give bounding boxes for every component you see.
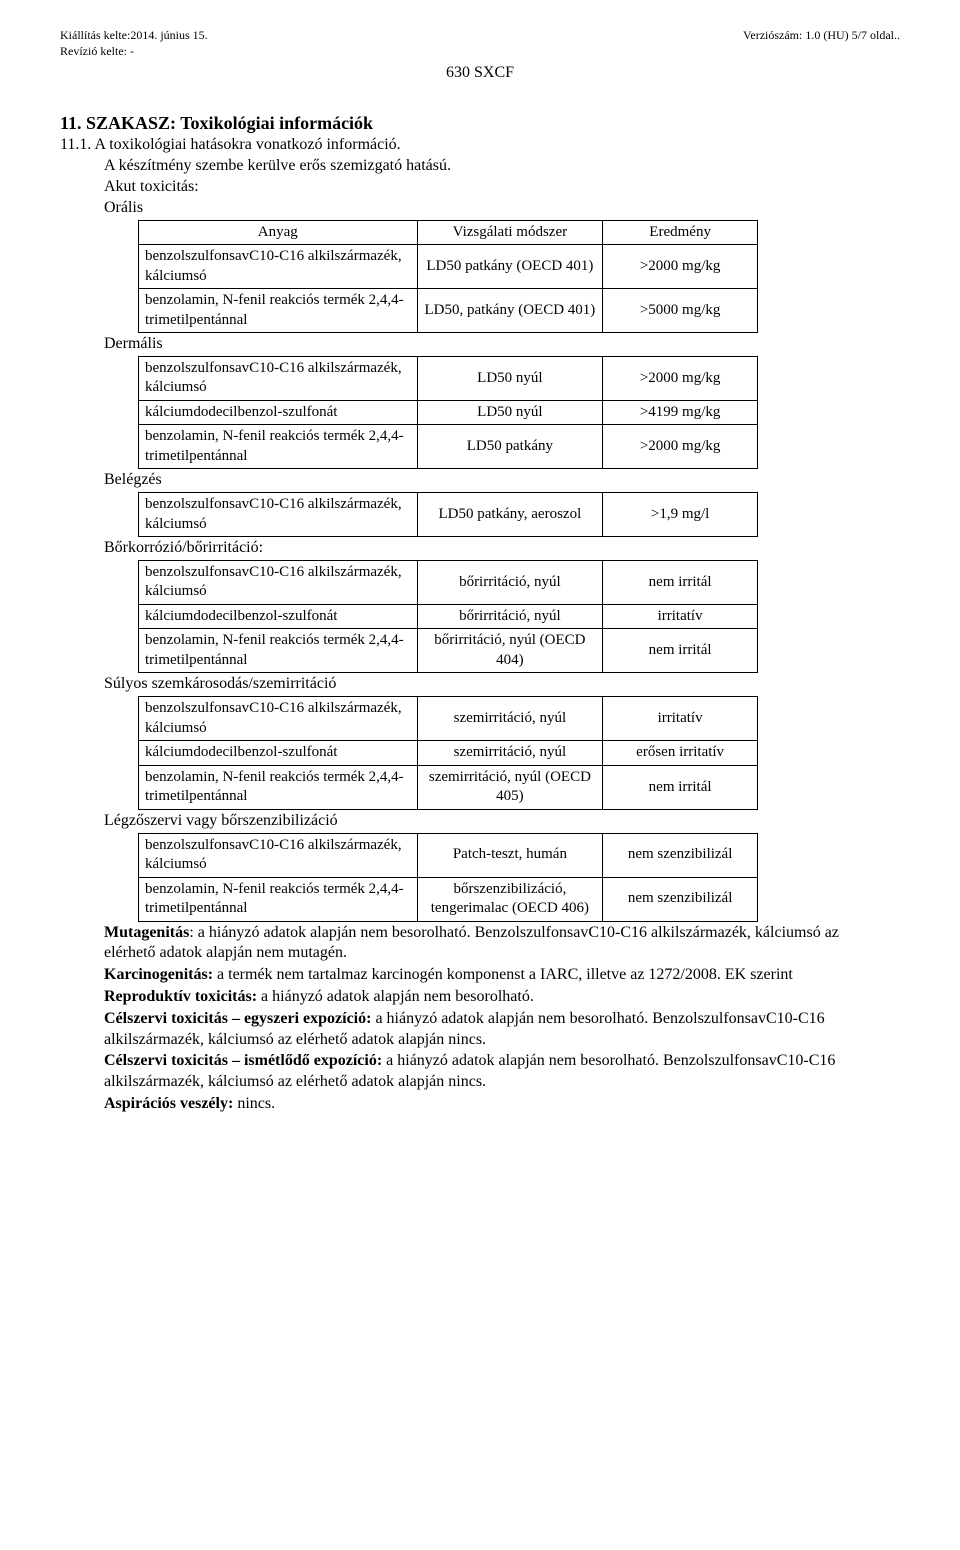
carcinogenicity-para: Karcinogenitás: a termék nem tartalmaz k… [104,965,900,986]
cell-result: >4199 mg/kg [603,400,758,425]
cell-substance: benzolamin, N-fenil reakciós termék 2,4,… [139,629,418,673]
version-label: Verziószám: 1.0 (HU) 5/7 oldal.. [743,28,900,59]
issued-date: Kiállítás kelte:2014. június 15. [60,28,208,44]
cell-method: Patch-teszt, humán [417,833,603,877]
cell-method: LD50 patkány, aeroszol [417,493,603,537]
karc-label: Karcinogenitás: [104,966,213,983]
cell-result: nem irritál [603,560,758,604]
page-header: Kiállítás kelte:2014. június 15. Revízió… [60,28,900,59]
cell-method: bőrirritáció, nyúl (OECD 404) [417,629,603,673]
cell-substance: benzolszulfonsavC10-C16 alkilszármazék, … [139,493,418,537]
akut-label: Akut toxicitás: [104,177,900,198]
cell-substance: kálciumdodecilbenzol-szulfonát [139,604,418,629]
cell-method: szemirritáció, nyúl [417,741,603,766]
cell-result: >5000 mg/kg [603,289,758,333]
table-skin: benzolszulfonsavC10-C16 alkilszármazék, … [138,560,758,674]
aspiration-para: Aspirációs veszély: nincs. [104,1094,900,1115]
muta-label: Mutagenitás [104,924,189,941]
cell-method: LD50 patkány (OECD 401) [417,245,603,289]
table-row: benzolszulfonsavC10-C16 alkilszármazék, … [139,833,758,877]
table-header-row: Anyag Vizsgálati módszer Eredmény [139,220,758,245]
cell-result: >1,9 mg/l [603,493,758,537]
table-row: benzolszulfonsavC10-C16 alkilszármazék, … [139,356,758,400]
cell-method: bőrirritáció, nyúl [417,604,603,629]
asp-text: nincs. [233,1095,275,1112]
revision-date: Revízió kelte: - [60,44,208,60]
col-method: Vizsgálati módszer [417,220,603,245]
subsection-line: 11.1. A toxikológiai hatásokra vonatkozó… [60,135,900,156]
cell-substance: benzolszulfonsavC10-C16 alkilszármazék, … [139,697,418,741]
table-row: kálciumdodecilbenzol-szulfonát bőrirritá… [139,604,758,629]
cell-substance: benzolszulfonsavC10-C16 alkilszármazék, … [139,560,418,604]
intro-text: A készítmény szembe kerülve erős szemizg… [104,156,900,177]
cell-result: irritatív [603,697,758,741]
karc-text: a termék nem tartalmaz karcinogén kompon… [213,966,793,983]
cell-method: szemirritáció, nyúl [417,697,603,741]
section-title: 11. SZAKASZ: Toxikológiai információk [60,112,900,135]
cell-method: LD50 nyúl [417,356,603,400]
cell-method: bőrszenzibilizáció, tengerimalac (OECD 4… [417,877,603,921]
cell-substance: kálciumdodecilbenzol-szulfonát [139,741,418,766]
route-skin: Bőrkorrózió/bőrirritáció: [104,538,900,559]
col-anyag: Anyag [139,220,418,245]
table-dermal: benzolszulfonsavC10-C16 alkilszármazék, … [138,356,758,470]
cell-substance: benzolamin, N-fenil reakciós termék 2,4,… [139,425,418,469]
route-eye: Súlyos szemkárosodás/szemirritáció [104,674,900,695]
table-oral: Anyag Vizsgálati módszer Eredmény benzol… [138,220,758,334]
reprotox-para: Reproduktív toxicitás: a hiányzó adatok … [104,987,900,1008]
repr-label: Reproduktív toxicitás: [104,988,257,1005]
stot-repeat-para: Célszervi toxicitás – ismétlődő expozíci… [104,1051,900,1093]
cell-result: irritatív [603,604,758,629]
repr-text: a hiányzó adatok alapján nem besorolható… [257,988,534,1005]
table-row: benzolamin, N-fenil reakciós termék 2,4,… [139,877,758,921]
cell-substance: benzolamin, N-fenil reakciós termék 2,4,… [139,765,418,809]
route-dermal: Dermális [104,334,900,355]
table-row: benzolamin, N-fenil reakciós termék 2,4,… [139,629,758,673]
cell-result: >2000 mg/kg [603,245,758,289]
table-inhale: benzolszulfonsavC10-C16 alkilszármazék, … [138,492,758,537]
stot-single-para: Célszervi toxicitás – egyszeri expozíció… [104,1009,900,1051]
cell-result: erősen irritatív [603,741,758,766]
product-name: 630 SXCF [60,63,900,84]
cell-result: nem szenzibilizál [603,833,758,877]
cell-result: >2000 mg/kg [603,425,758,469]
subsection-title: A toxikológiai hatásokra vonatkozó infor… [95,136,401,153]
table-row: benzolamin, N-fenil reakciós termék 2,4,… [139,425,758,469]
cell-substance: benzolszulfonsavC10-C16 alkilszármazék, … [139,356,418,400]
table-sens: benzolszulfonsavC10-C16 alkilszármazék, … [138,833,758,922]
cell-method: LD50 patkány [417,425,603,469]
cell-substance: benzolamin, N-fenil reakciós termék 2,4,… [139,289,418,333]
asp-label: Aspirációs veszély: [104,1095,233,1112]
cell-substance: benzolszulfonsavC10-C16 alkilszármazék, … [139,245,418,289]
muta-text: : a hiányzó adatok alapján nem besorolha… [104,924,839,962]
cell-result: nem szenzibilizál [603,877,758,921]
cell-substance: kálciumdodecilbenzol-szulfonát [139,400,418,425]
table-row: kálciumdodecilbenzol-szulfonát LD50 nyúl… [139,400,758,425]
cell-method: szemirritáció, nyúl (OECD 405) [417,765,603,809]
table-row: benzolszulfonsavC10-C16 alkilszármazék, … [139,560,758,604]
table-row: benzolszulfonsavC10-C16 alkilszármazék, … [139,493,758,537]
route-inhale: Belégzés [104,470,900,491]
table-row: benzolszulfonsavC10-C16 alkilszármazék, … [139,697,758,741]
cell-result: >2000 mg/kg [603,356,758,400]
cell-method: LD50, patkány (OECD 401) [417,289,603,333]
subsection-number: 11.1. [60,136,91,153]
route-sens: Légzőszervi vagy bőrszenzibilizáció [104,811,900,832]
cs1-label: Célszervi toxicitás – egyszeri expozíció… [104,1010,371,1027]
cell-substance: benzolszulfonsavC10-C16 alkilszármazék, … [139,833,418,877]
table-eye: benzolszulfonsavC10-C16 alkilszármazék, … [138,696,758,810]
cell-result: nem irritál [603,765,758,809]
table-row: benzolszulfonsavC10-C16 alkilszármazék, … [139,245,758,289]
route-oral: Orális [104,198,900,219]
cell-method: LD50 nyúl [417,400,603,425]
col-result: Eredmény [603,220,758,245]
cell-substance: benzolamin, N-fenil reakciós termék 2,4,… [139,877,418,921]
table-row: benzolamin, N-fenil reakciós termék 2,4,… [139,289,758,333]
cs2-label: Célszervi toxicitás – ismétlődő expozíci… [104,1052,382,1069]
mutagenicity-para: Mutagenitás: a hiányzó adatok alapján ne… [104,923,900,965]
table-row: benzolamin, N-fenil reakciós termék 2,4,… [139,765,758,809]
table-row: kálciumdodecilbenzol-szulfonát szemirrit… [139,741,758,766]
cell-result: nem irritál [603,629,758,673]
cell-method: bőrirritáció, nyúl [417,560,603,604]
